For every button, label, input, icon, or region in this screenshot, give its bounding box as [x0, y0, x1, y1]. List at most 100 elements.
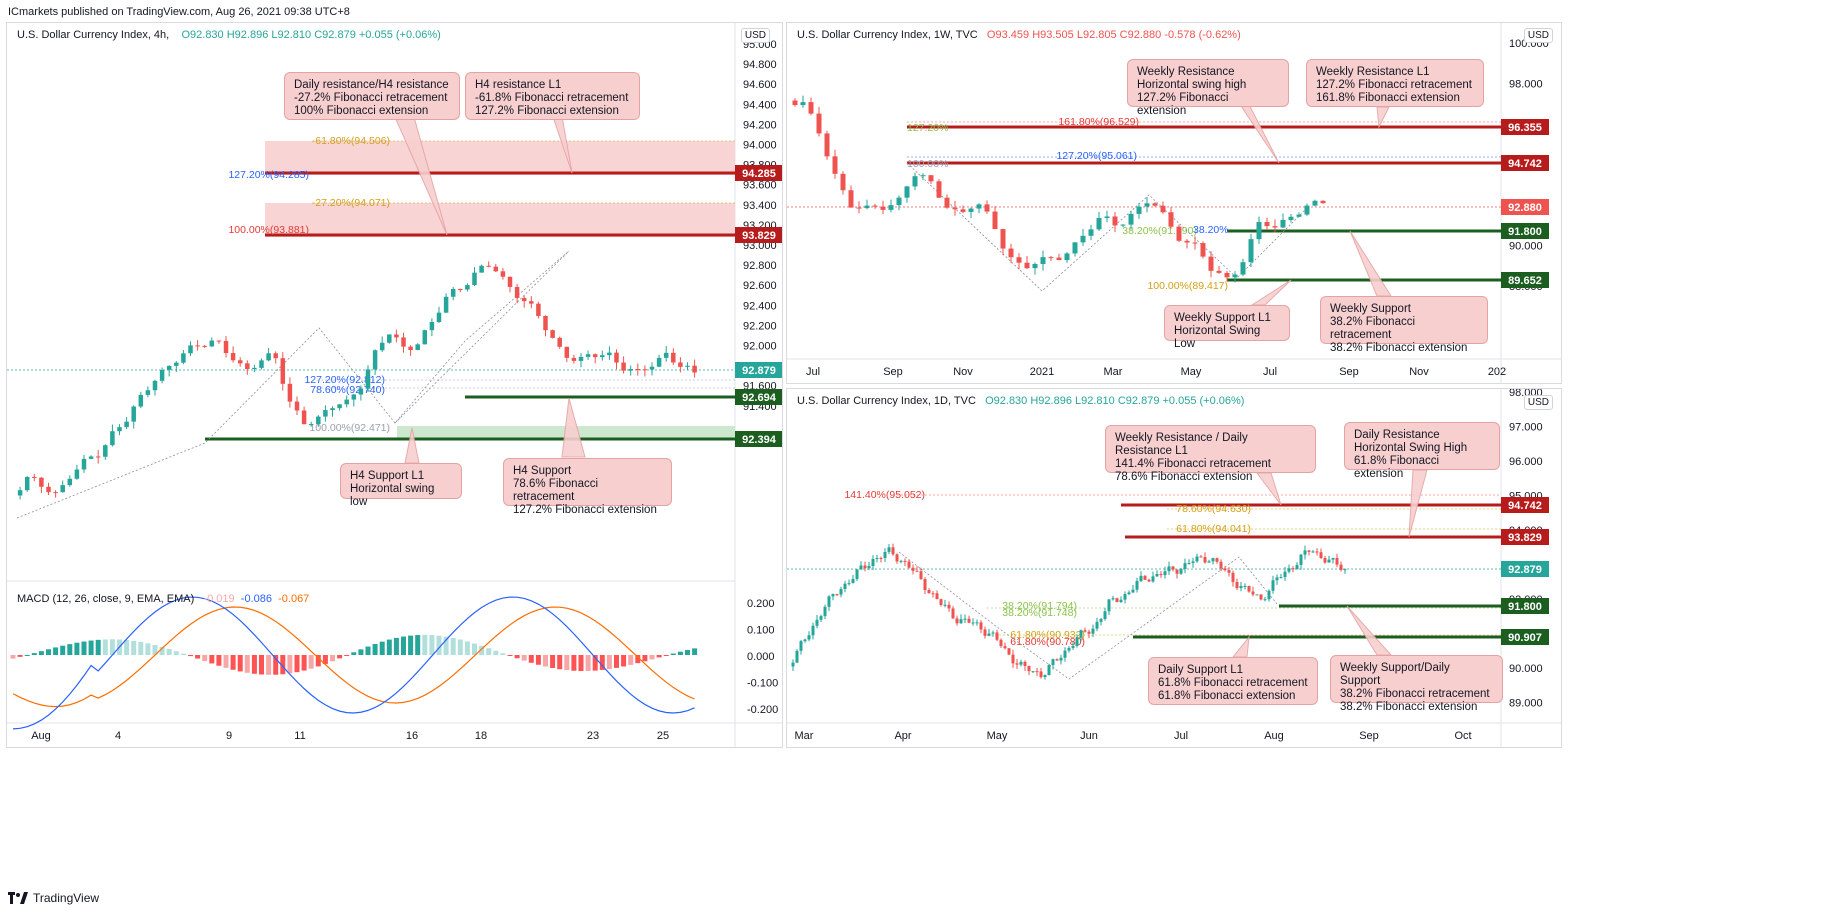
- time-axis-tick: 25: [657, 730, 669, 742]
- candle: [74, 469, 80, 479]
- swing-line: [16, 250, 570, 519]
- candle: [635, 368, 641, 370]
- macd-histogram-bar: [557, 655, 563, 670]
- callout-weekly-resistance-l1: Weekly Resistance L1 127.2% Fibonacci re…: [1306, 59, 1484, 107]
- currency-button[interactable]: USD: [1523, 28, 1553, 43]
- macd-header[interactable]: MACD (12, 26, close, 9, EMA, EMA) -0.019…: [17, 593, 309, 605]
- candle: [351, 394, 357, 400]
- candle: [131, 406, 136, 422]
- candle: [479, 265, 484, 273]
- callout-h4-support-l1: H4 Support L1 Horizontal swing low: [340, 463, 462, 508]
- candle: [663, 352, 669, 358]
- time-axis-tick: Sep: [883, 366, 903, 378]
- chart-canvas-weekly[interactable]: 100.00098.00096.00094.00092.00090.00088.…: [787, 23, 1561, 383]
- macd-histogram-bar: [606, 655, 612, 670]
- chart-panel-weekly[interactable]: U.S. Dollar Currency Index, 1W, TVC O93.…: [786, 22, 1562, 384]
- macd-histogram-bar: [287, 655, 293, 674]
- symbol-header-daily[interactable]: U.S. Dollar Currency Index, 1D, TVC O92.…: [797, 395, 1244, 407]
- price-tag-label: 94.742: [1508, 500, 1542, 512]
- macd-histogram-bar: [393, 637, 399, 655]
- candle: [472, 272, 477, 285]
- candle: [124, 421, 129, 428]
- macd-histogram-bar: [230, 655, 236, 670]
- candle: [919, 571, 923, 580]
- candle: [500, 271, 506, 277]
- price-tag-last: [1501, 561, 1549, 577]
- macd-histogram-bar: [436, 635, 442, 655]
- macd-signal-line: [12, 606, 695, 708]
- candle: [851, 579, 855, 584]
- macd-histogram-bar: [244, 655, 250, 673]
- candle: [1144, 203, 1150, 207]
- candle: [1283, 571, 1287, 578]
- macd-histogram-bar: [379, 641, 385, 655]
- price-axis-tick: 92.600: [743, 280, 777, 292]
- candle: [1011, 654, 1015, 664]
- macd-histogram-bar: [38, 651, 44, 655]
- callout-daily-resistance: Daily Resistance Horizontal Swing High 6…: [1344, 422, 1500, 480]
- candle: [1112, 216, 1118, 226]
- candle: [880, 206, 886, 210]
- candle: [543, 315, 548, 331]
- chart-panel-daily[interactable]: U.S. Dollar Currency Index, 1D, TVC O92.…: [786, 388, 1562, 748]
- candle: [971, 622, 975, 624]
- macd-histogram-bar: [124, 640, 130, 655]
- candle: [24, 476, 30, 491]
- candle: [923, 579, 927, 591]
- candle: [174, 362, 179, 366]
- candle: [1323, 557, 1327, 563]
- symbol-header-weekly[interactable]: U.S. Dollar Currency Index, 1W, TVC O93.…: [797, 29, 1241, 41]
- chart-canvas-4h[interactable]: 95.00094.80094.60094.40094.20094.00093.8…: [7, 23, 782, 747]
- fib-label: 100.00%(92.471): [309, 422, 390, 434]
- candle: [230, 353, 236, 361]
- candle: [883, 551, 887, 559]
- candle: [429, 321, 435, 331]
- candle: [1095, 621, 1099, 629]
- currency-button[interactable]: USD: [740, 28, 770, 43]
- candle: [800, 102, 806, 106]
- macd-histogram-bar: [17, 655, 23, 657]
- price-axis-tick: 93.400: [743, 200, 777, 212]
- macd-line-value: -0.086: [240, 593, 272, 605]
- candle: [1171, 566, 1175, 570]
- candle: [138, 394, 144, 407]
- candle: [960, 209, 966, 212]
- macd-histogram-bar: [138, 641, 144, 655]
- chart-panel-4h[interactable]: U.S. Dollar Currency Index, 4h, O92.830 …: [6, 22, 783, 748]
- ohlc-open: O93.459: [986, 29, 1030, 41]
- macd-axis-tick: 0.100: [747, 625, 775, 637]
- brand-name: TradingView: [33, 891, 100, 905]
- currency-button[interactable]: USD: [1523, 395, 1553, 410]
- candle: [1159, 573, 1163, 576]
- macd-histogram-bar: [692, 648, 698, 655]
- macd-histogram-bar: [330, 655, 335, 662]
- candle: [1027, 665, 1031, 672]
- price-axis-tick: 97.000: [1509, 422, 1543, 434]
- ohlc-high: H93.505: [1032, 29, 1074, 41]
- candle: [1168, 212, 1174, 227]
- price-tag-label: 92.879: [1508, 564, 1542, 576]
- candle: [344, 399, 349, 405]
- macd-histogram-bar: [74, 642, 80, 655]
- candle: [864, 205, 870, 209]
- price-tag-label: 96.355: [1508, 122, 1542, 134]
- candle: [1032, 263, 1038, 269]
- candle: [816, 113, 822, 134]
- callout-weekly-resistance: Weekly Resistance Horizontal swing high …: [1127, 59, 1289, 117]
- candle: [1208, 256, 1214, 271]
- candle: [1063, 650, 1067, 658]
- symbol-header-4h[interactable]: U.S. Dollar Currency Index, 4h, O92.830 …: [17, 29, 441, 41]
- candle: [871, 558, 875, 567]
- macd-histogram-bar: [251, 655, 257, 674]
- candle: [287, 383, 293, 402]
- candle: [811, 625, 815, 636]
- candle: [1291, 568, 1295, 570]
- candle: [791, 662, 795, 667]
- ohlc-low: L92.805: [1076, 29, 1117, 41]
- macd-histogram-bar: [145, 643, 151, 655]
- candle: [209, 340, 215, 347]
- tradingview-logo[interactable]: TradingView: [8, 891, 99, 905]
- candle: [621, 362, 626, 371]
- candle: [1339, 564, 1343, 570]
- candle: [550, 330, 555, 338]
